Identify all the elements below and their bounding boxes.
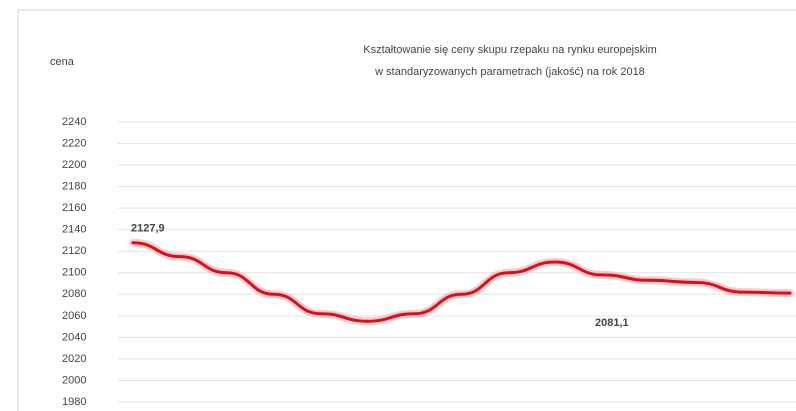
y-tick-label: 2200: [62, 159, 86, 171]
y-tick-label: 2100: [62, 267, 86, 279]
y-tick-label: 2160: [62, 202, 86, 214]
y-tick-label: 2040: [62, 331, 86, 343]
y-tick-label: 2000: [62, 374, 86, 386]
y-tick-label: 2140: [62, 224, 86, 236]
data-label: 2081,1: [595, 317, 629, 329]
y-axis-label: cena: [50, 56, 75, 68]
chart-title: w standaryzowanych parametrach (jakość) …: [374, 66, 645, 78]
y-tick-label: 2220: [62, 137, 86, 149]
line: [131, 241, 792, 323]
y-tick-label: 2020: [62, 353, 86, 365]
y-tick-label: 2180: [62, 181, 86, 193]
y-tick-label: 1980: [62, 396, 86, 408]
chart-title: Kształtowanie się ceny skupu rzepaku na …: [363, 44, 656, 56]
y-tick-label: 2240: [62, 116, 86, 128]
y-tick-label: 2060: [62, 310, 86, 322]
y-tick-label: 2080: [62, 288, 86, 300]
y-tick-label: 2120: [62, 245, 86, 257]
chart-frame: [17, 9, 796, 411]
data-label: 2127,9: [131, 223, 165, 235]
